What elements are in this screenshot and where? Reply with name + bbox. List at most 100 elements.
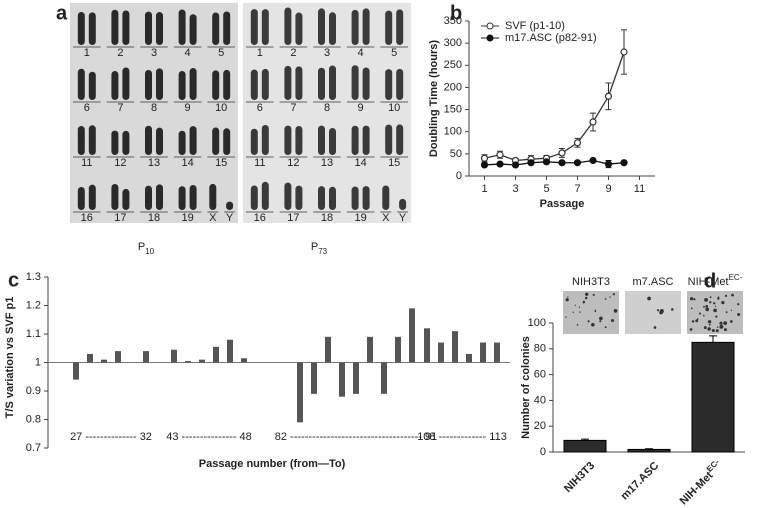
chromosome bbox=[178, 186, 186, 210]
bar bbox=[494, 342, 500, 363]
marker bbox=[527, 159, 535, 167]
chromosome-label: 1 bbox=[84, 47, 90, 59]
x-axis-label: Passage bbox=[540, 198, 585, 210]
colony bbox=[574, 304, 576, 306]
chromosome-label: 5 bbox=[391, 47, 397, 59]
chromosome bbox=[145, 11, 152, 45]
chromosome bbox=[178, 71, 186, 100]
chromosome-label: 17 bbox=[114, 212, 126, 224]
colony bbox=[579, 311, 581, 313]
chromosome bbox=[189, 67, 197, 100]
x-tick-label: 5 bbox=[543, 183, 549, 195]
colony bbox=[711, 329, 715, 333]
chromosome-label: 6 bbox=[257, 102, 263, 114]
colony-image bbox=[687, 291, 743, 334]
bar bbox=[311, 362, 317, 394]
bar bbox=[143, 351, 149, 363]
colony bbox=[714, 305, 717, 307]
colony bbox=[592, 293, 595, 296]
colony bbox=[695, 319, 699, 323]
colony bbox=[604, 326, 607, 329]
y-tick-label: 0 bbox=[540, 446, 546, 458]
chromosome bbox=[351, 186, 359, 210]
panel-label: b bbox=[450, 2, 462, 24]
chromosome-label: 4 bbox=[185, 47, 191, 59]
chromosome bbox=[122, 10, 130, 45]
chromosome bbox=[295, 12, 303, 46]
colony bbox=[723, 328, 727, 332]
x-tick-label: 9 bbox=[605, 183, 611, 195]
image-label-main: NIH3T3 bbox=[572, 276, 610, 288]
chromosome bbox=[156, 127, 163, 155]
bar bbox=[241, 358, 247, 363]
chromosome bbox=[261, 9, 269, 45]
chromosome bbox=[362, 125, 370, 155]
chromosome bbox=[122, 130, 130, 155]
y-tick-label: 150 bbox=[444, 103, 462, 115]
marker bbox=[604, 160, 613, 168]
bar bbox=[87, 353, 93, 363]
x-tick-label: NIH-MetEC- bbox=[675, 457, 725, 507]
image-label-main: NIH-Met bbox=[688, 276, 729, 288]
chromosome-label: 7 bbox=[117, 102, 123, 114]
image-label: NIH-MetEC- bbox=[688, 273, 743, 288]
colony bbox=[725, 311, 728, 314]
marker bbox=[620, 48, 628, 56]
colony bbox=[708, 323, 711, 326]
marker bbox=[589, 118, 597, 126]
y-tick-label: 40 bbox=[534, 394, 546, 406]
colony bbox=[713, 302, 716, 305]
colony bbox=[689, 297, 694, 301]
chromosome bbox=[329, 186, 336, 210]
karyotype-label: P73 bbox=[311, 241, 328, 256]
chromosome-label: 10 bbox=[215, 102, 227, 114]
bar bbox=[101, 359, 107, 363]
bar bbox=[199, 359, 205, 363]
marker bbox=[620, 159, 628, 167]
colony bbox=[693, 298, 696, 301]
colony bbox=[609, 296, 611, 298]
colony bbox=[585, 292, 589, 296]
colony bbox=[594, 310, 597, 313]
chromosome bbox=[122, 188, 130, 210]
chromosome-label: Y bbox=[226, 212, 234, 224]
chromosome bbox=[351, 125, 359, 155]
chromosome bbox=[145, 185, 152, 210]
y-tick-label: 0.7 bbox=[26, 442, 41, 454]
chromosome bbox=[396, 68, 404, 100]
chromosome bbox=[362, 186, 370, 210]
chromosome-label: 18 bbox=[321, 212, 333, 224]
chromosome bbox=[250, 185, 258, 210]
colony bbox=[656, 309, 660, 312]
y-tick-label: 350 bbox=[444, 15, 462, 27]
colony bbox=[582, 301, 585, 304]
colony bbox=[704, 298, 708, 302]
chromosome-label: 11 bbox=[254, 157, 265, 169]
y-tick-label: 300 bbox=[444, 37, 462, 49]
group-label: 82 ------------------------------------ … bbox=[275, 431, 437, 443]
chromosome-label: 11 bbox=[81, 157, 92, 169]
chromosome-label: 2 bbox=[290, 47, 296, 59]
x-tick-label: 3 bbox=[512, 183, 518, 195]
legend-label: SVF (p1-10) bbox=[505, 20, 565, 32]
chromosome bbox=[385, 124, 393, 155]
chromosome bbox=[111, 184, 119, 210]
colony bbox=[696, 318, 699, 320]
colony bbox=[703, 314, 705, 317]
chromosome-label: 12 bbox=[114, 157, 126, 169]
y-tick-label: 50 bbox=[450, 148, 462, 160]
chromosome bbox=[329, 65, 336, 100]
marker bbox=[558, 149, 566, 157]
marker bbox=[480, 154, 489, 162]
chromosome bbox=[385, 69, 393, 100]
colony bbox=[565, 298, 569, 302]
chromosome bbox=[284, 65, 292, 100]
group-label: 108 ------------- 113 bbox=[417, 431, 507, 443]
bar bbox=[185, 361, 191, 363]
colony bbox=[731, 293, 734, 297]
colony bbox=[572, 311, 574, 313]
chromosome bbox=[223, 11, 231, 45]
image-label-sup: EC- bbox=[729, 273, 743, 282]
error-bar bbox=[645, 448, 653, 450]
chromosome-label: 3 bbox=[324, 47, 330, 59]
